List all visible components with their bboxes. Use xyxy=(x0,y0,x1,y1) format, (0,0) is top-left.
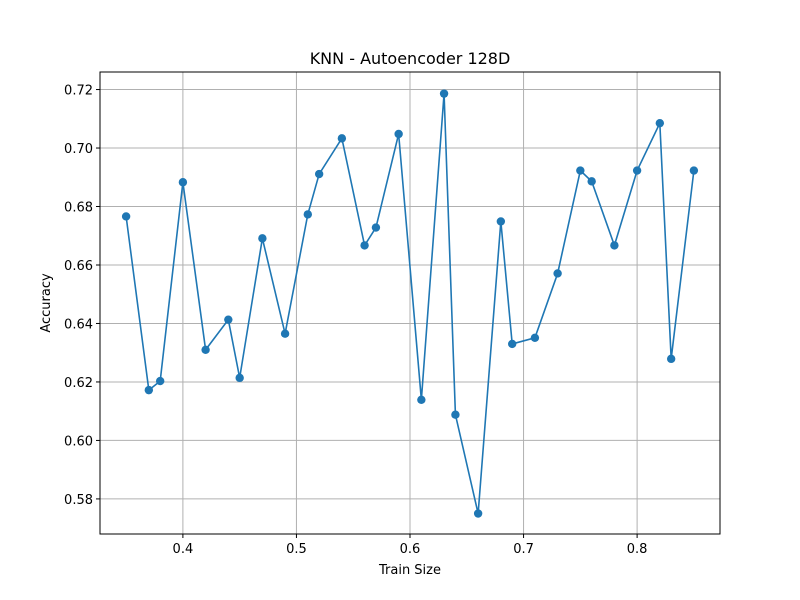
series-line xyxy=(125,93,695,514)
data-point xyxy=(530,333,540,342)
data-point xyxy=(451,410,460,419)
y-tick-label: 0.70 xyxy=(64,142,93,157)
y-tick-label: 0.64 xyxy=(64,317,93,332)
data-point xyxy=(632,166,642,175)
data-point xyxy=(371,223,381,232)
data-point xyxy=(610,241,619,250)
data-series xyxy=(121,89,699,518)
data-point xyxy=(280,329,290,338)
axis-ticks: 0.4 0.5 0.6 0.7 0.8 0.58 0.60 0.62 0.64 0.66 0.68 0… xyxy=(64,84,647,557)
x-tick-label: 0.8 xyxy=(627,542,648,557)
data-point xyxy=(666,354,676,364)
y-tick-label: 0.72 xyxy=(64,84,93,99)
x-axis-label: Train Size xyxy=(378,563,441,578)
y-axis-label: Accuracy xyxy=(39,273,54,333)
data-point xyxy=(337,134,347,143)
x-tick-label: 0.4 xyxy=(173,542,194,557)
x-tick-label: 0.6 xyxy=(400,542,421,557)
data-point xyxy=(224,315,233,324)
x-tick-label: 0.7 xyxy=(513,542,534,557)
y-tick-label: 0.58 xyxy=(64,493,93,508)
data-point xyxy=(178,178,188,187)
y-tick-label: 0.62 xyxy=(64,376,93,391)
data-point xyxy=(394,129,403,139)
data-point xyxy=(144,385,154,395)
data-point xyxy=(655,118,665,128)
y-tick-label: 0.68 xyxy=(64,201,93,216)
data-point xyxy=(553,269,562,278)
data-point xyxy=(576,166,585,175)
data-point xyxy=(689,166,699,175)
data-point xyxy=(258,234,267,243)
data-point xyxy=(587,177,596,186)
data-point xyxy=(496,217,506,226)
data-point xyxy=(314,169,324,179)
data-point xyxy=(121,212,131,221)
chart-title: KNN - Autoencoder 128D xyxy=(310,49,511,68)
y-tick-label: 0.60 xyxy=(64,434,93,449)
data-point xyxy=(417,395,426,404)
data-point xyxy=(235,373,244,383)
data-point xyxy=(473,509,483,518)
data-point xyxy=(303,210,313,219)
data-point xyxy=(507,339,517,349)
y-tick-label: 0.66 xyxy=(64,259,93,274)
data-point xyxy=(155,376,165,386)
data-point xyxy=(201,345,210,354)
x-tick-label: 0.5 xyxy=(286,542,307,557)
data-point xyxy=(439,89,449,98)
data-point xyxy=(360,241,369,250)
